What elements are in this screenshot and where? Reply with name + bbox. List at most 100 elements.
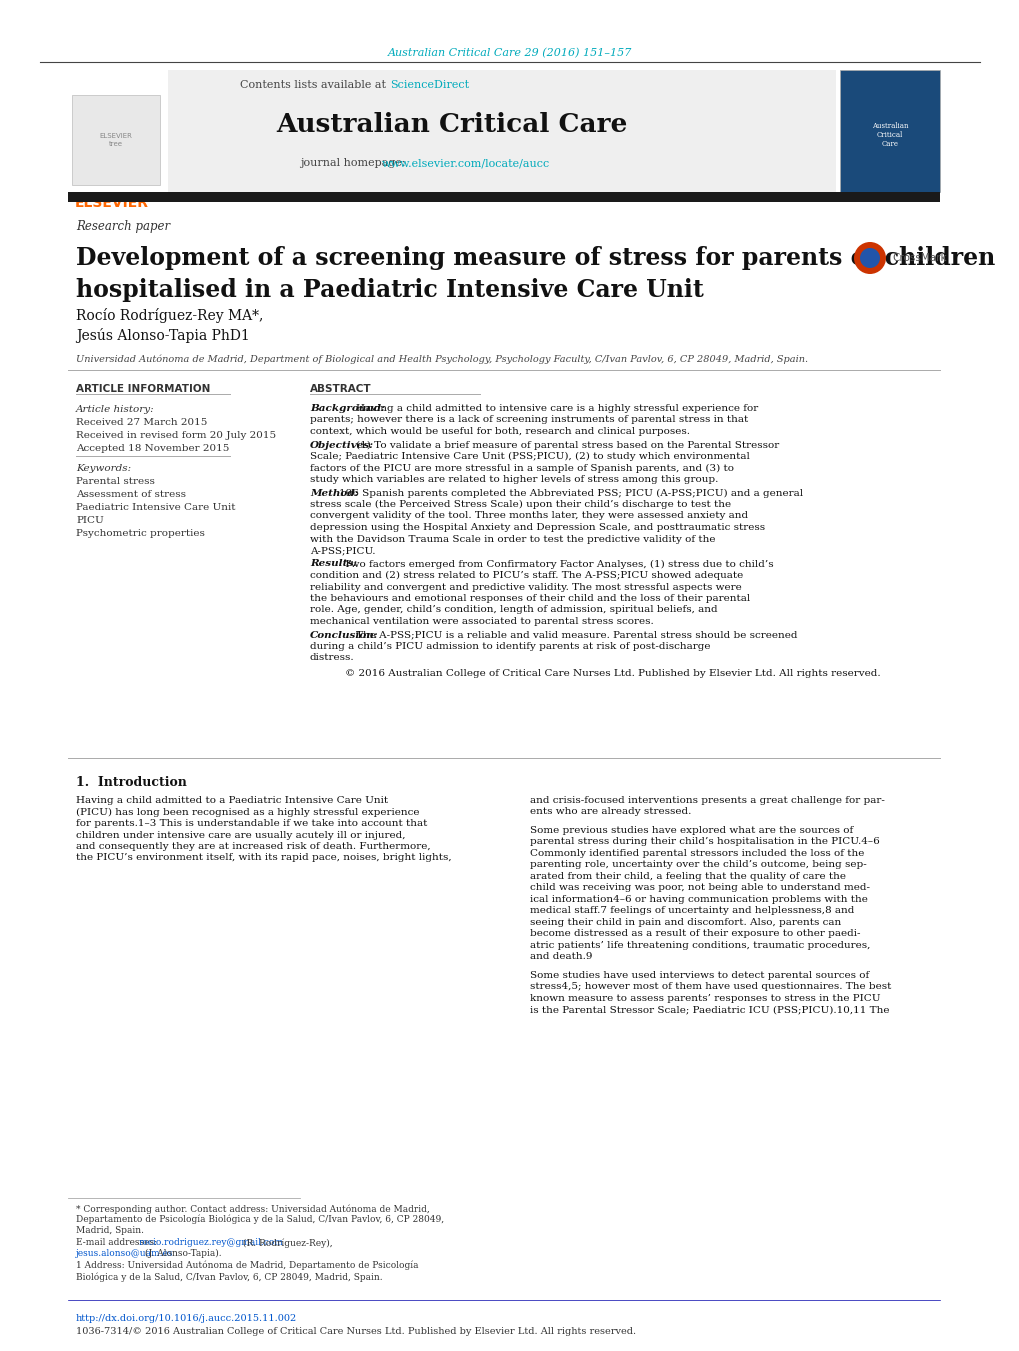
Circle shape	[853, 242, 886, 274]
Text: http://dx.doi.org/10.1016/j.aucc.2015.11.002: http://dx.doi.org/10.1016/j.aucc.2015.11…	[76, 1315, 297, 1323]
Text: known measure to assess parents’ responses to stress in the PICU: known measure to assess parents’ respons…	[530, 994, 879, 1002]
Text: Rocío Rodríguez-Rey MA*,: Rocío Rodríguez-Rey MA*,	[76, 308, 263, 323]
Text: Madrid, Spain.: Madrid, Spain.	[76, 1225, 144, 1235]
Bar	[68, 192, 940, 203]
Text: role. Age, gender, child’s condition, length of admission, spiritual beliefs, an: role. Age, gender, child’s condition, le…	[310, 605, 717, 615]
Text: Scale; Paediatric Intensive Care Unit (PSS;PICU), (2) to study which environment: Scale; Paediatric Intensive Care Unit (P…	[310, 453, 749, 461]
Text: Assessment of stress: Assessment of stress	[76, 490, 185, 499]
Text: Some studies have used interviews to detect parental sources of: Some studies have used interviews to det…	[530, 971, 868, 979]
Text: with the Davidson Trauma Scale in order to test the predictive validity of the: with the Davidson Trauma Scale in order …	[310, 535, 714, 543]
Text: Contents lists available at: Contents lists available at	[240, 80, 389, 91]
Text: seeing their child in pain and discomfort. Also, parents can: seeing their child in pain and discomfor…	[530, 917, 841, 927]
Text: Results:: Results:	[310, 559, 357, 569]
Circle shape	[859, 249, 879, 267]
Text: ELSEVIER
tree: ELSEVIER tree	[100, 134, 132, 146]
Text: Departamento de Psicología Biológica y de la Salud, C/Ivan Pavlov, 6, CP 28049,: Departamento de Psicología Biológica y d…	[76, 1215, 443, 1224]
Text: child was receiving was poor, not being able to understand med-: child was receiving was poor, not being …	[530, 884, 869, 893]
Text: Some previous studies have explored what are the sources of: Some previous studies have explored what…	[530, 825, 853, 835]
Text: E-mail addresses:: E-mail addresses:	[76, 1238, 160, 1247]
Text: CrossMark: CrossMark	[892, 253, 946, 263]
Text: stress scale (the Perceived Stress Scale) upon their child’s discharge to test t: stress scale (the Perceived Stress Scale…	[310, 500, 731, 509]
Text: condition and (2) stress related to PICU’s staff. The A-PSS;PICU showed adequate: condition and (2) stress related to PICU…	[310, 571, 743, 580]
Bar	[72, 95, 160, 185]
Text: become distressed as a result of their exposure to other paedi-: become distressed as a result of their e…	[530, 929, 860, 939]
Text: parenting role, uncertainty over the child’s outcome, being sep-: parenting role, uncertainty over the chi…	[530, 861, 866, 870]
Text: journal homepage:: journal homepage:	[300, 158, 409, 168]
Text: convergent validity of the tool. Three months later, they were assessed anxiety : convergent validity of the tool. Three m…	[310, 512, 747, 520]
Text: Research paper: Research paper	[76, 220, 170, 232]
Text: medical staff.7 feelings of uncertainty and helplessness,8 and: medical staff.7 feelings of uncertainty …	[530, 907, 854, 916]
Text: Received 27 March 2015: Received 27 March 2015	[76, 417, 207, 427]
Text: parents; however there is a lack of screening instruments of parental stress in : parents; however there is a lack of scre…	[310, 416, 748, 424]
Text: Development of a screening measure of stress for parents of children: Development of a screening measure of st…	[76, 246, 995, 270]
Text: Universidad Autónoma de Madrid, Department of Biological and Health Psychology, : Universidad Autónoma de Madrid, Departme…	[76, 354, 807, 363]
Text: depression using the Hospital Anxiety and Depression Scale, and posttraumatic st: depression using the Hospital Anxiety an…	[310, 523, 764, 532]
Text: © 2016 Australian College of Critical Care Nurses Ltd. Published by Elsevier Ltd: © 2016 Australian College of Critical Ca…	[344, 669, 879, 678]
Text: Commonly identified parental stressors included the loss of the: Commonly identified parental stressors i…	[530, 848, 863, 858]
Text: Received in revised form 20 July 2015: Received in revised form 20 July 2015	[76, 431, 276, 440]
Text: study which variables are related to higher levels of stress among this group.: study which variables are related to hig…	[310, 476, 717, 484]
Text: (R. Rodríguez-Rey),: (R. Rodríguez-Rey),	[240, 1238, 333, 1247]
Text: context, which would be useful for both, research and clinical purposes.: context, which would be useful for both,…	[310, 427, 689, 436]
Text: factors of the PICU are more stressful in a sample of Spanish parents, and (3) t: factors of the PICU are more stressful i…	[310, 463, 734, 473]
Text: the behaviours and emotional responses of their child and the loss of their pare: the behaviours and emotional responses o…	[310, 594, 750, 603]
Text: The A-PSS;PICU is a reliable and valid measure. Parental stress should be screen: The A-PSS;PICU is a reliable and valid m…	[356, 631, 797, 639]
Text: during a child’s PICU admission to identify parents at risk of post-discharge: during a child’s PICU admission to ident…	[310, 642, 710, 651]
Text: A-PSS;PICU.: A-PSS;PICU.	[310, 546, 375, 555]
Text: Having a child admitted to intensive care is a highly stressful experience for: Having a child admitted to intensive car…	[356, 404, 758, 413]
Text: Conclusion:: Conclusion:	[310, 631, 378, 639]
Text: is the Parental Stressor Scale; Paediatric ICU (PSS;PICU).10,11 The: is the Parental Stressor Scale; Paediatr…	[530, 1005, 889, 1015]
Text: * Corresponding author. Contact address: Universidad Autónoma de Madrid,: * Corresponding author. Contact address:…	[76, 1204, 429, 1213]
Text: Parental stress: Parental stress	[76, 477, 155, 486]
Text: PICU: PICU	[76, 516, 104, 526]
Text: jesus.alonso@uam.es: jesus.alonso@uam.es	[76, 1250, 173, 1258]
Text: rocio.rodriguez.rey@gmail.com: rocio.rodriguez.rey@gmail.com	[139, 1238, 283, 1247]
Text: Psychometric properties: Psychometric properties	[76, 530, 205, 538]
Text: and consequently they are at increased risk of death. Furthermore,: and consequently they are at increased r…	[76, 842, 430, 851]
Text: children under intensive care are usually acutely ill or injured,: children under intensive care are usuall…	[76, 831, 406, 839]
Text: (J. Alonso-Tapia).: (J. Alonso-Tapia).	[143, 1250, 222, 1258]
Text: distress.: distress.	[310, 654, 355, 662]
Bar	[68, 70, 168, 192]
Text: ical information4–6 or having communication problems with the: ical information4–6 or having communicat…	[530, 894, 867, 904]
Text: and crisis-focused interventions presents a great challenge for par-: and crisis-focused interventions present…	[530, 796, 884, 805]
Text: 196 Spanish parents completed the Abbreviated PSS; PICU (A-PSS;PICU) and a gener: 196 Spanish parents completed the Abbrev…	[339, 489, 803, 497]
Text: (PICU) has long been recognised as a highly stressful experience: (PICU) has long been recognised as a hig…	[76, 808, 419, 816]
Text: Australian
Critical
Care: Australian Critical Care	[871, 122, 907, 149]
Text: mechanical ventilation were associated to parental stress scores.: mechanical ventilation were associated t…	[310, 617, 653, 626]
Text: (1) To validate a brief measure of parental stress based on the Parental Stresso: (1) To validate a brief measure of paren…	[356, 440, 779, 450]
Text: ARTICLE INFORMATION: ARTICLE INFORMATION	[76, 384, 210, 394]
Bar	[840, 70, 940, 192]
Text: Australian Critical Care: Australian Critical Care	[276, 112, 627, 136]
Text: Keywords:: Keywords:	[76, 463, 131, 473]
Text: atric patients’ life threatening conditions, traumatic procedures,: atric patients’ life threatening conditi…	[530, 940, 869, 950]
Text: hospitalised in a Paediatric Intensive Care Unit: hospitalised in a Paediatric Intensive C…	[76, 278, 703, 303]
Text: ents who are already stressed.: ents who are already stressed.	[530, 808, 691, 816]
Text: Method:: Method:	[310, 489, 358, 497]
Text: Biológica y de la Salud, C/Ivan Pavlov, 6, CP 28049, Madrid, Spain.: Biológica y de la Salud, C/Ivan Pavlov, …	[76, 1273, 382, 1282]
Text: Objectives:: Objectives:	[310, 440, 374, 450]
Text: 1.  Introduction: 1. Introduction	[76, 775, 186, 789]
Text: Australian Critical Care 29 (2016) 151–157: Australian Critical Care 29 (2016) 151–1…	[387, 49, 632, 58]
Text: Having a child admitted to a Paediatric Intensive Care Unit: Having a child admitted to a Paediatric …	[76, 796, 388, 805]
Text: reliability and convergent and predictive validity. The most stressful aspects w: reliability and convergent and predictiv…	[310, 582, 741, 592]
Text: for parents.1–3 This is understandable if we take into account that: for parents.1–3 This is understandable i…	[76, 819, 427, 828]
Text: arated from their child, a feeling that the quality of care the: arated from their child, a feeling that …	[530, 871, 845, 881]
Text: Background:: Background:	[310, 404, 384, 413]
Text: stress4,5; however most of them have used questionnaires. The best: stress4,5; however most of them have use…	[530, 982, 891, 992]
Text: parental stress during their child’s hospitalisation in the PICU.4–6: parental stress during their child’s hos…	[530, 838, 878, 846]
Text: Two factors emerged from Confirmatory Factor Analyses, (1) stress due to child’s: Two factors emerged from Confirmatory Fa…	[343, 559, 772, 569]
Text: the PICU’s environment itself, with its rapid pace, noises, bright lights,: the PICU’s environment itself, with its …	[76, 854, 451, 862]
Text: ELSEVIER: ELSEVIER	[75, 196, 149, 209]
Text: Paediatric Intensive Care Unit: Paediatric Intensive Care Unit	[76, 503, 235, 512]
Bar	[68, 70, 836, 192]
Text: www.elsevier.com/locate/aucc: www.elsevier.com/locate/aucc	[381, 158, 549, 168]
Text: and death.9: and death.9	[530, 952, 592, 962]
Text: 1036-7314/© 2016 Australian College of Critical Care Nurses Ltd. Published by El: 1036-7314/© 2016 Australian College of C…	[76, 1327, 636, 1336]
Text: Article history:: Article history:	[76, 405, 155, 413]
Text: Accepted 18 November 2015: Accepted 18 November 2015	[76, 444, 229, 453]
Text: ScienceDirect: ScienceDirect	[389, 80, 469, 91]
Text: Jesús Alonso-Tapia PhD1: Jesús Alonso-Tapia PhD1	[76, 328, 250, 343]
Text: ABSTRACT: ABSTRACT	[310, 384, 371, 394]
Text: 1 Address: Universidad Autónoma de Madrid, Departamento de Psicología: 1 Address: Universidad Autónoma de Madri…	[76, 1260, 418, 1270]
